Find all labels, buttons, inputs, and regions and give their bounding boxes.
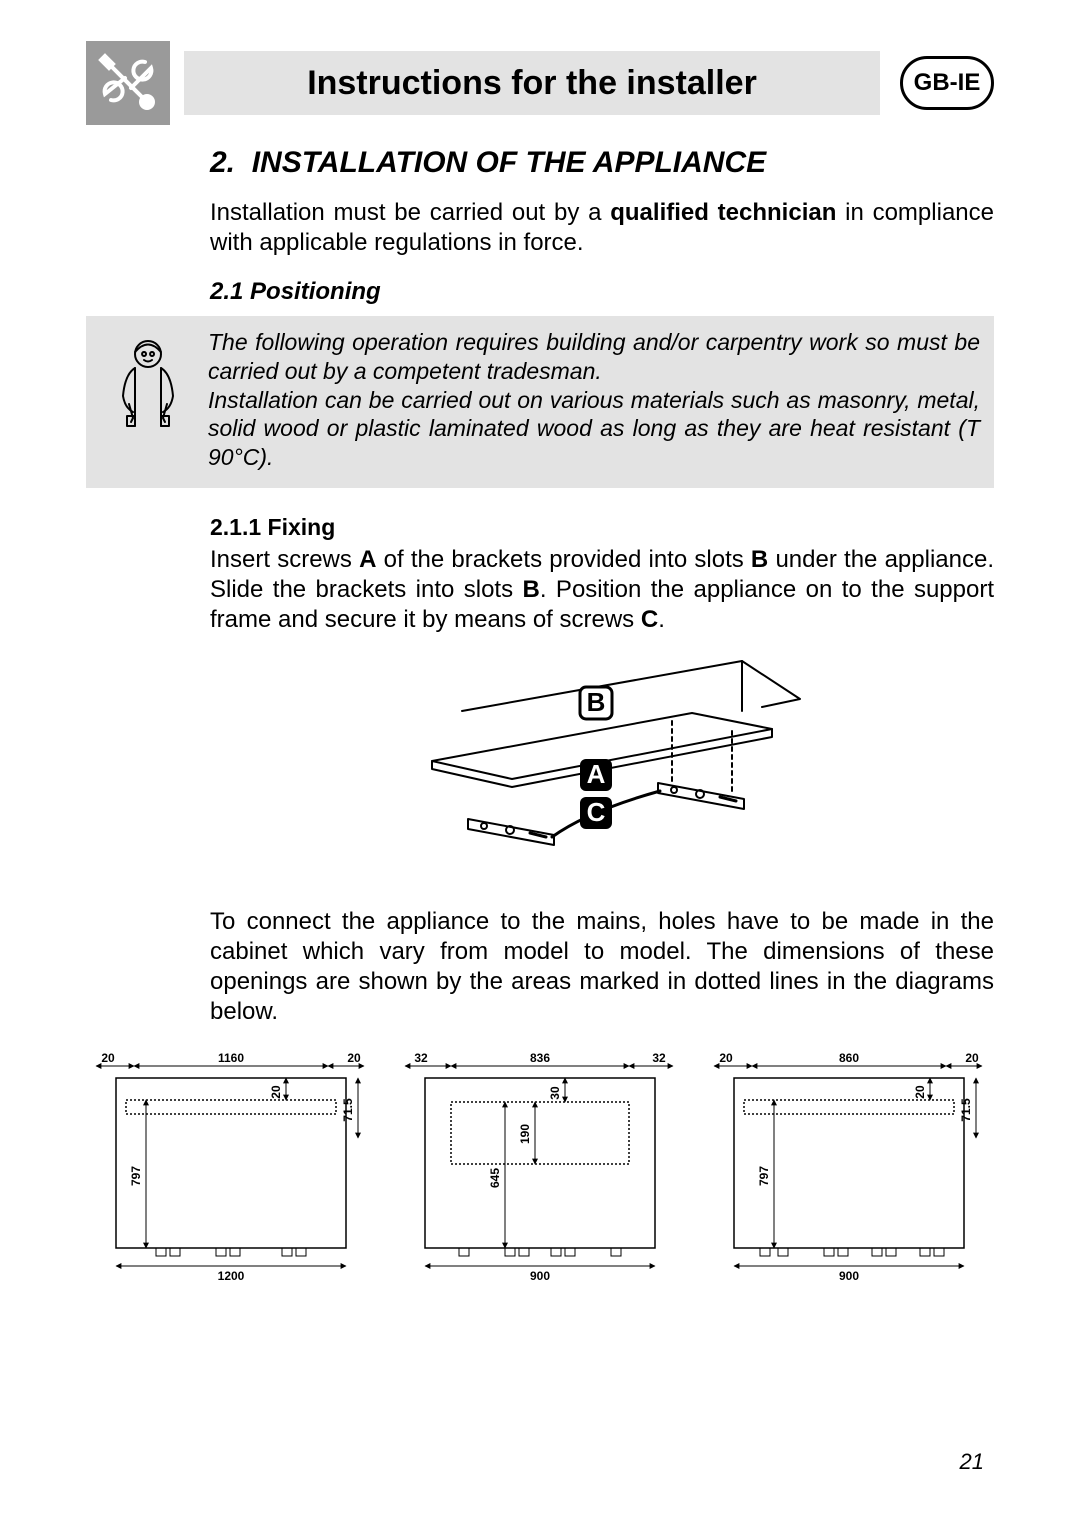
positioning-heading: 2.1 Positioning [210,278,994,306]
language-badge-text: GB-IE [914,69,981,97]
d3-top-right: 20 [965,1051,979,1065]
d2-vert: 645 [488,1167,502,1187]
d1-vert: 797 [129,1165,143,1185]
intro-paragraph: Installation must be carried out by a qu… [210,198,994,258]
label-c: C [587,797,606,827]
intro-text-pre: Installation must be carried out by a [210,199,610,226]
fixing-p1-a: Insert screws [210,546,359,573]
note-line-1: The following operation requires buildin… [208,329,980,384]
page-number: 21 [960,1449,984,1475]
d2-inset-top: 30 [548,1086,562,1100]
d2-top-right: 32 [652,1051,666,1065]
d2-top-mid: 836 [530,1051,550,1065]
d1-top-right: 20 [348,1051,362,1065]
header-row: Instructions for the installer GB-IE [86,40,994,126]
dimension-diagram-1: 20 20 1160 20 71.5 797 1200 [86,1043,377,1293]
content-area: 2. INSTALLATION OF THE APPLIANCE Install… [86,146,994,1293]
d1-top-left: 20 [102,1051,116,1065]
d1-top-mid: 1160 [218,1051,244,1065]
label-a: A [587,759,606,789]
fixing-p1-b: A [359,546,376,573]
d3-bottom: 900 [839,1269,859,1283]
dimension-diagrams-row: 20 20 1160 20 71.5 797 1200 [86,1043,994,1293]
fixing-paragraph-2: To connect the appliance to the mains, h… [210,907,994,1027]
intro-text-bold: qualified technician [610,199,836,226]
section-number: 2. [210,146,235,179]
dimension-diagram-3: 20 20 860 20 71.5 797 900 [703,1043,994,1293]
d1-side: 71.5 [341,1098,355,1122]
page-title-banner: Instructions for the installer [184,51,880,115]
d1-inset-top: 20 [269,1085,283,1099]
page-title: Instructions for the installer [307,64,757,103]
fixing-p1-f: B [523,576,540,603]
d3-top-left: 20 [719,1051,733,1065]
section-title: INSTALLATION OF THE APPLIANCE [252,146,766,179]
tools-icon [86,41,170,125]
d3-top-mid: 860 [839,1051,859,1065]
fixing-p1-i: . [658,606,665,633]
fixing-p1-d: B [751,546,768,573]
fixing-p1-c: of the brackets provided into slots [376,546,751,573]
fixing-heading: 2.1.1 Fixing [210,514,994,541]
d3-side: 71.5 [959,1098,973,1122]
note-text: The following operation requires buildin… [208,328,984,472]
d3-inset-top: 20 [913,1085,927,1099]
d3-vert: 797 [757,1165,771,1185]
tradesman-icon [108,334,188,430]
d1-bottom: 1200 [218,1269,245,1283]
note-line-2: Installation can be carried out on vario… [208,387,980,471]
d2-top-left: 32 [414,1051,428,1065]
language-badge: GB-IE [900,56,994,110]
d2-bottom: 900 [530,1269,550,1283]
fixing-p1-h: C [641,606,658,633]
section-heading: 2. INSTALLATION OF THE APPLIANCE [210,146,994,180]
fixing-paragraph-1: Insert screws A of the brackets provided… [210,545,994,635]
bracket-diagram: B A C [210,651,994,881]
d2-inner-v: 190 [518,1123,532,1143]
note-block: The following operation requires buildin… [86,316,994,488]
label-b: B [587,687,606,717]
dimension-diagram-2: 32 32 836 30 190 645 900 [395,1043,686,1293]
